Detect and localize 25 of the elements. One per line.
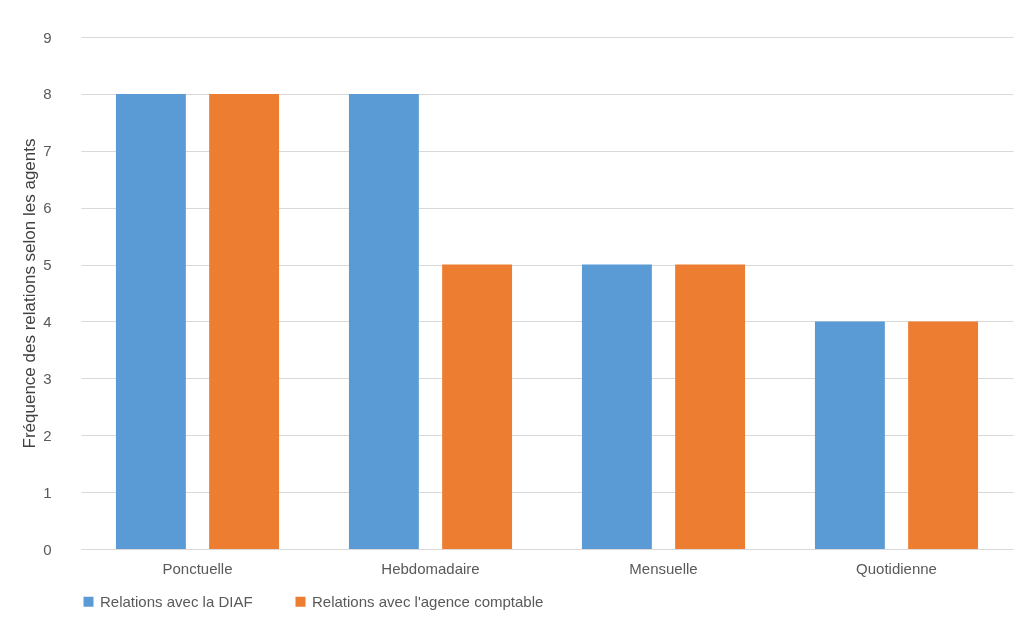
x-tick-label: Mensuelle [629,559,698,577]
y-tick-label: 3 [43,369,52,387]
y-axis-title: Fréquence des relations selon les agents [20,138,40,449]
x-tick-label: Quotidienne [856,559,937,577]
y-tick-label: 0 [43,540,52,558]
bar [209,93,280,549]
bar [814,321,885,549]
bar [348,93,419,549]
bar [675,264,746,549]
bar [115,93,186,549]
y-tick-label: 9 [43,28,52,46]
bar [908,321,979,549]
bar [442,264,513,549]
y-tick-label: 4 [43,312,52,330]
y-tick-label: 7 [43,142,52,160]
legend-label: Relations avec l'agence comptable [312,592,544,610]
x-tick-label: Ponctuelle [162,559,233,577]
x-tick-label: Hebdomadaire [381,559,480,577]
y-tick-label: 5 [43,256,52,274]
legend-label: Relations avec la DIAF [100,592,253,610]
y-tick-label: 6 [43,199,52,217]
y-tick-label: 2 [43,426,52,444]
y-tick-label: 8 [43,85,52,103]
y-tick-label: 1 [43,483,52,501]
bar [581,264,652,549]
